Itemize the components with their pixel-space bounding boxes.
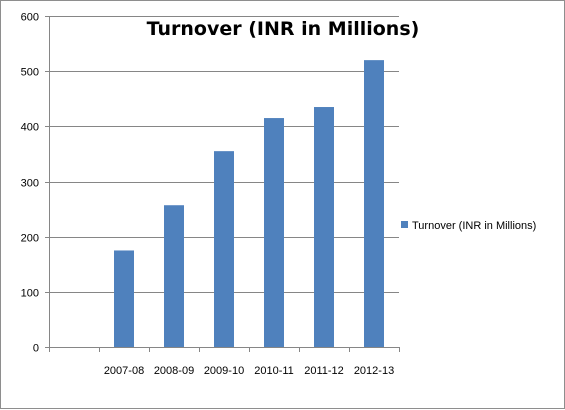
y-tick-label: 500 bbox=[21, 67, 39, 79]
y-tick-label: 300 bbox=[21, 178, 39, 190]
y-tick-label: 400 bbox=[21, 122, 39, 134]
legend-swatch bbox=[401, 221, 408, 228]
x-tick-label: 2008-09 bbox=[154, 365, 194, 377]
x-tick-label: 2007-08 bbox=[104, 365, 144, 377]
x-tick-marks bbox=[49, 347, 400, 352]
chart-title: Turnover (INR in Millions) bbox=[147, 18, 420, 40]
bars bbox=[114, 60, 384, 348]
bar bbox=[364, 60, 384, 348]
y-tick-label: 600 bbox=[21, 12, 39, 24]
x-tick-labels: 2007-08 2008-09 2009-10 2010-11 2011-12 2012-… bbox=[104, 365, 394, 377]
x-tick-label: 2010-11 bbox=[254, 365, 294, 377]
y-axis bbox=[45, 16, 50, 348]
y-tick-label: 100 bbox=[21, 288, 39, 300]
legend: Turnover (INR in Millions) bbox=[401, 220, 536, 232]
bar bbox=[214, 151, 234, 347]
x-tick-label: 2012-13 bbox=[354, 365, 394, 377]
legend-label: Turnover (INR in Millions) bbox=[412, 220, 536, 232]
y-tick-label: 200 bbox=[21, 233, 39, 245]
x-tick-label: 2009-10 bbox=[204, 365, 244, 377]
bar bbox=[114, 250, 134, 347]
bar bbox=[264, 118, 284, 347]
y-tick-label: 0 bbox=[33, 343, 39, 355]
bar bbox=[314, 107, 334, 348]
y-tick-labels: 0 100 200 300 400 500 600 bbox=[21, 12, 39, 355]
x-tick-label: 2011-12 bbox=[304, 365, 344, 377]
bar bbox=[164, 205, 184, 347]
